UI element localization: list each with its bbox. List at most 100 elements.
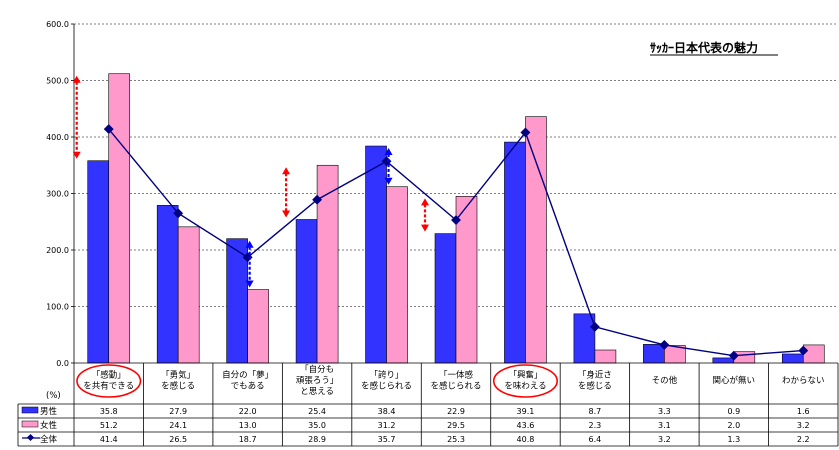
data-label: 27.9 <box>169 407 187 416</box>
data-label: 51.2 <box>100 421 118 430</box>
category-label: と思える <box>300 387 334 397</box>
y-tick-label: 400.0 <box>46 133 69 142</box>
arrow-head <box>282 210 291 218</box>
category-label: 「自分も <box>300 364 334 375</box>
bar <box>525 116 547 364</box>
data-label: 29.5 <box>447 421 465 430</box>
category-label: を感じられる <box>361 381 412 392</box>
y-tick-label: 300.0 <box>46 190 69 199</box>
total-point <box>173 208 184 219</box>
y-tick-label: 0.0 <box>56 359 69 368</box>
data-label: 35.7 <box>378 435 396 444</box>
arrow-head <box>384 148 393 156</box>
category-label: 関心が無い <box>713 375 756 386</box>
chart-title: ｻｯｶｰ日本代表の魅力 <box>650 40 758 55</box>
y-tick-label: 100.0 <box>46 303 69 312</box>
total-point <box>589 321 600 332</box>
data-label: 26.5 <box>169 435 187 444</box>
total-point <box>659 339 670 350</box>
total-point <box>242 252 253 263</box>
category-label: 頑張ろう」 <box>296 376 339 386</box>
total-line <box>103 124 809 361</box>
arrow-head <box>421 224 429 232</box>
total-point <box>381 156 392 167</box>
highlight-circle <box>76 364 142 398</box>
bar <box>316 164 339 364</box>
arrow-head <box>245 280 254 288</box>
data-table: (%) 「感動」を共有できる 「勇気」を感じる 自分の「夢」でもある 「自分も頑張ろう」… <box>17 362 839 447</box>
data-label: 22.0 <box>239 407 257 416</box>
arrow-head <box>282 167 291 175</box>
total-point <box>520 127 531 138</box>
category-label: 自分の「夢」 <box>222 370 273 381</box>
data-label: 25.3 <box>447 435 465 444</box>
data-label: 8.7 <box>589 407 602 416</box>
bar <box>781 353 804 364</box>
category-label: を感じる <box>578 381 612 392</box>
bar <box>386 186 408 364</box>
data-label: 6.4 <box>589 435 602 444</box>
data-label: 18.7 <box>239 435 257 444</box>
data-label: 38.4 <box>378 407 396 416</box>
legend-label: 男性 <box>40 406 58 417</box>
bar <box>643 344 665 364</box>
data-label: 13.0 <box>239 421 257 430</box>
category-label: を味わえる <box>504 381 546 392</box>
data-label: 2.3 <box>589 421 602 430</box>
arrow-head <box>421 198 429 206</box>
total-point <box>798 345 809 356</box>
arrow-head <box>384 177 393 185</box>
bar <box>108 73 131 364</box>
data-label: 43.6 <box>517 421 535 430</box>
data-label: 2.0 <box>727 421 740 430</box>
data-label: 39.1 <box>517 407 535 416</box>
arrow-head <box>245 240 254 248</box>
category-label: わからない <box>782 376 825 386</box>
bar <box>156 205 179 364</box>
category-label: を共有できる <box>83 381 134 392</box>
arrow-head <box>72 151 81 159</box>
bar <box>365 145 387 364</box>
legend-label: 女性 <box>40 420 58 431</box>
data-label: 3.3 <box>658 407 671 416</box>
y-tick-label: 500.0 <box>46 77 69 86</box>
category-label: でもある <box>231 382 265 392</box>
bars <box>87 73 825 364</box>
legend-key <box>21 406 39 414</box>
bar <box>594 349 617 364</box>
total-point <box>312 194 323 205</box>
data-label: 2.2 <box>797 435 810 444</box>
bar <box>177 226 200 364</box>
category-label: 「身近さ <box>578 370 612 381</box>
legend-key <box>21 420 39 428</box>
category-label: 「興奮」 <box>508 370 542 381</box>
difference-arrows <box>72 75 429 288</box>
data-label: 31.2 <box>378 421 396 430</box>
highlight-circle <box>492 364 558 398</box>
category-label: 「一体感 <box>439 370 474 381</box>
data-label: 3.2 <box>797 421 810 430</box>
total-point <box>728 350 739 361</box>
category-label: を感じる <box>161 381 195 392</box>
y-tick-label: 600.0 <box>46 20 69 29</box>
bar <box>434 233 457 364</box>
bar <box>504 141 526 364</box>
y-unit-label: (%) <box>46 391 61 401</box>
data-label: 24.1 <box>169 421 187 430</box>
y-tick-label: 200.0 <box>46 246 69 255</box>
data-label: 41.4 <box>100 435 118 444</box>
category-label: その他 <box>652 375 678 386</box>
legend-key <box>26 433 35 442</box>
bar <box>712 357 735 364</box>
data-label: 3.1 <box>658 421 671 430</box>
data-label: 1.3 <box>727 435 740 444</box>
category-label: 「誇り」 <box>370 370 404 381</box>
category-label: 「感動」 <box>92 370 126 381</box>
category-label: 「勇気」 <box>161 370 195 381</box>
total-point <box>103 124 114 135</box>
data-label: 40.8 <box>517 435 535 444</box>
bar <box>247 289 269 364</box>
data-label: 35.8 <box>100 407 118 416</box>
data-label: 3.2 <box>658 435 671 444</box>
